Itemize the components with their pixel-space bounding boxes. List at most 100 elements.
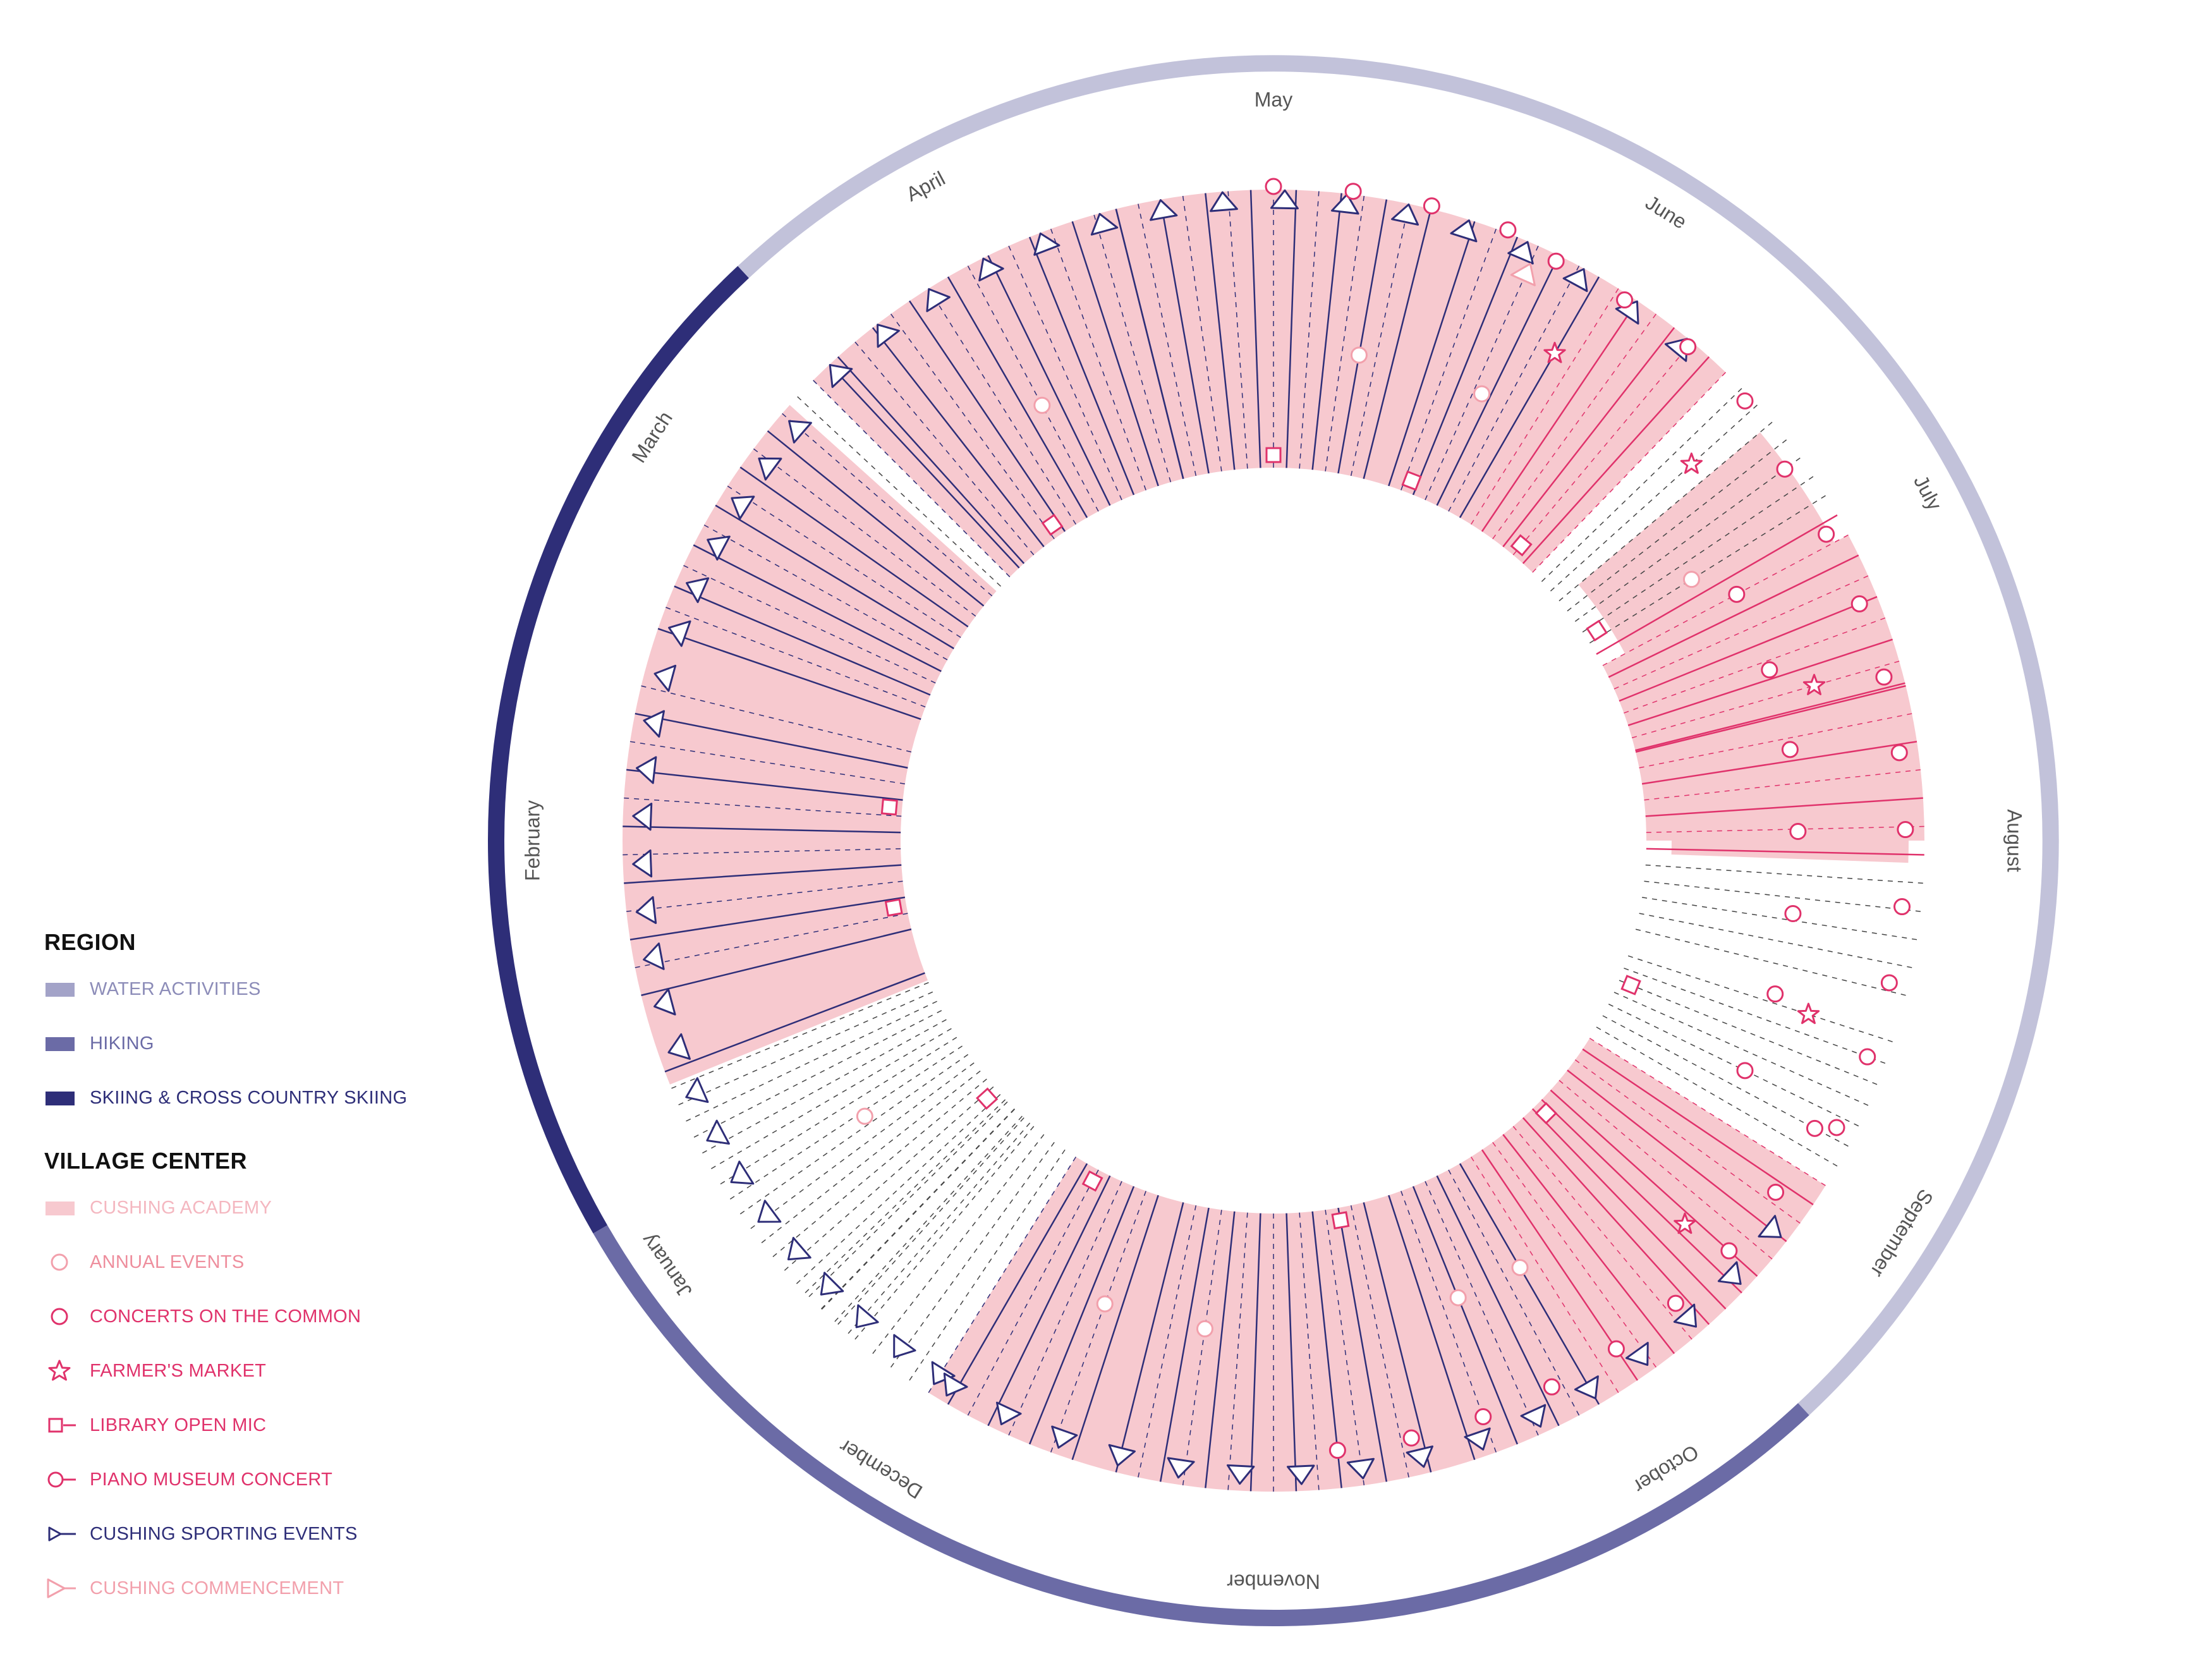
sporting-marker bbox=[1450, 219, 1478, 243]
legend-item-open-mic: LIBRARY OPEN MIC bbox=[44, 1398, 487, 1452]
open-mic-marker bbox=[976, 1087, 999, 1110]
concert-marker bbox=[1344, 183, 1362, 200]
triangle-pale-icon bbox=[44, 1576, 83, 1601]
concert-marker bbox=[1806, 1119, 1823, 1137]
spoke-december-6 bbox=[947, 1163, 1088, 1405]
legend-item-skiing: SKIING & CROSS COUNTRY SKIING bbox=[44, 1071, 487, 1125]
spoke-february-10 bbox=[635, 712, 908, 769]
spoke-july-6 bbox=[1596, 514, 1838, 655]
square-marker-icon bbox=[44, 1413, 83, 1438]
spoke-august-0 bbox=[1635, 684, 1906, 753]
sporting-marker bbox=[685, 1077, 709, 1104]
piano-marker bbox=[1736, 392, 1754, 410]
spoke-november-12 bbox=[1159, 1207, 1210, 1482]
spoke-september-1 bbox=[1624, 968, 1886, 1064]
sporting-marker bbox=[667, 1033, 691, 1060]
piano-marker bbox=[1766, 985, 1784, 1003]
sporting-marker bbox=[636, 756, 657, 784]
open-mic-marker bbox=[1510, 534, 1533, 557]
spoke-july-12 bbox=[1627, 638, 1893, 726]
month-label-february: February bbox=[521, 800, 544, 881]
month-label-april: April bbox=[902, 167, 949, 206]
concert-marker bbox=[1543, 1378, 1560, 1396]
piano-marker bbox=[1736, 1062, 1754, 1080]
spoke-july-14 bbox=[1635, 682, 1905, 751]
sporting-marker bbox=[978, 257, 1004, 282]
spoke-june-12 bbox=[1522, 356, 1710, 564]
farmers-market-marker bbox=[1802, 674, 1826, 695]
concert-marker bbox=[1667, 1294, 1684, 1312]
sporting-marker bbox=[1033, 232, 1060, 256]
concert-marker bbox=[1776, 460, 1794, 478]
spoke-january-8 bbox=[750, 1062, 975, 1229]
legend-label-hiking: HIKING bbox=[90, 1033, 154, 1054]
spoke-march-14 bbox=[829, 363, 1020, 569]
spoke-june-6 bbox=[1459, 276, 1600, 518]
sporting-marker bbox=[668, 620, 691, 647]
academy-band-3 bbox=[928, 1038, 1826, 1492]
region-arc-2 bbox=[488, 265, 750, 1234]
legend-item-water-activities: WATER ACTIVITIES bbox=[44, 962, 487, 1016]
sporting-marker bbox=[1226, 1464, 1255, 1485]
piano-marker bbox=[1789, 823, 1807, 841]
concert-marker bbox=[1499, 221, 1517, 239]
spoke-march-10 bbox=[767, 430, 985, 607]
sporting-marker bbox=[1210, 191, 1238, 212]
concert-marker bbox=[1720, 1242, 1738, 1260]
sporting-marker bbox=[1625, 1342, 1649, 1366]
annual-event-marker bbox=[1033, 396, 1051, 414]
open-mic-marker bbox=[1331, 1211, 1350, 1230]
spoke-january-5 bbox=[784, 1086, 994, 1271]
spoke-october-14 bbox=[1388, 1195, 1476, 1460]
spoke-january-4 bbox=[796, 1094, 1001, 1284]
spoke-october-2 bbox=[1522, 1117, 1710, 1325]
sporting-marker bbox=[1150, 199, 1178, 221]
sporting-marker bbox=[635, 896, 657, 924]
legend-village-title: VILLAGE CENTER bbox=[44, 1148, 248, 1174]
open-mic-marker bbox=[1534, 1102, 1558, 1125]
spoke-may-10 bbox=[1311, 193, 1342, 470]
spoke-october-10 bbox=[1436, 1175, 1560, 1427]
annual-event-marker bbox=[1473, 385, 1491, 403]
spoke-april-8 bbox=[987, 255, 1111, 506]
sporting-marker bbox=[1391, 203, 1419, 226]
legend-label-commencement: CUSHING COMMENCEMENT bbox=[90, 1578, 344, 1598]
sporting-marker bbox=[731, 496, 755, 520]
month-label-august: August bbox=[2003, 809, 2026, 872]
sporting-marker bbox=[1574, 1375, 1599, 1399]
concert-marker bbox=[1893, 898, 1911, 916]
farmers-market-marker bbox=[1674, 1212, 1696, 1234]
legend-village-section: VILLAGE CENTER CUSHING ACADEMY ANNUAL EV… bbox=[44, 1148, 487, 1615]
spoke-april-6 bbox=[947, 276, 1088, 518]
concert-marker bbox=[1828, 1119, 1845, 1136]
spoke-april-10 bbox=[1028, 236, 1135, 496]
skiing-swatch-icon bbox=[44, 1085, 83, 1110]
spoke-june-4 bbox=[1436, 255, 1560, 506]
concert-marker bbox=[1890, 744, 1908, 762]
piano-marker bbox=[1728, 585, 1746, 603]
sporting-marker bbox=[1717, 1261, 1742, 1285]
day-spokes bbox=[623, 190, 1924, 1492]
academy-band-1 bbox=[813, 189, 1726, 577]
legend-label-water: WATER ACTIVITIES bbox=[90, 978, 261, 999]
spoke-november-2 bbox=[1337, 1207, 1388, 1482]
piano-marker bbox=[1781, 741, 1799, 758]
academy-band-july-aug bbox=[1578, 432, 1909, 863]
spoke-november-14 bbox=[1115, 1202, 1184, 1473]
sporting-marker bbox=[643, 942, 665, 970]
open-mic-marker bbox=[1265, 447, 1282, 463]
region-arc-0 bbox=[738, 55, 2059, 1416]
farmers-market-marker bbox=[1797, 1002, 1820, 1025]
month-label-june: June bbox=[1641, 191, 1691, 233]
spoke-july-10 bbox=[1619, 595, 1878, 702]
spoke-june-10 bbox=[1502, 327, 1675, 547]
spoke-october-12 bbox=[1412, 1186, 1519, 1445]
concert-marker bbox=[1423, 197, 1440, 215]
sporting-marker bbox=[1673, 1303, 1698, 1328]
open-mic-marker bbox=[1620, 975, 1641, 995]
farmers-market-marker bbox=[1543, 341, 1566, 363]
concert-marker bbox=[1767, 1183, 1785, 1201]
sporting-marker bbox=[788, 420, 812, 444]
spoke-may-6 bbox=[1249, 190, 1261, 468]
sporting-marker bbox=[757, 1200, 782, 1223]
